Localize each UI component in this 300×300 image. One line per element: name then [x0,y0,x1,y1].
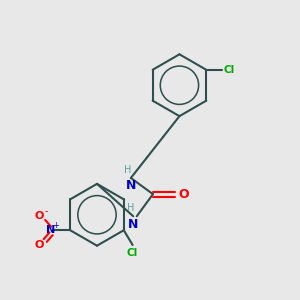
Text: O: O [34,240,44,250]
Text: Cl: Cl [127,248,138,258]
Text: O: O [178,188,189,201]
Text: N: N [126,179,136,192]
Text: N: N [128,218,138,231]
Text: -: - [44,206,47,216]
Text: N: N [46,225,56,235]
Text: Cl: Cl [224,65,235,75]
Text: O: O [34,211,44,220]
Text: H: H [127,203,134,213]
Text: +: + [52,221,59,230]
Text: H: H [124,165,131,175]
